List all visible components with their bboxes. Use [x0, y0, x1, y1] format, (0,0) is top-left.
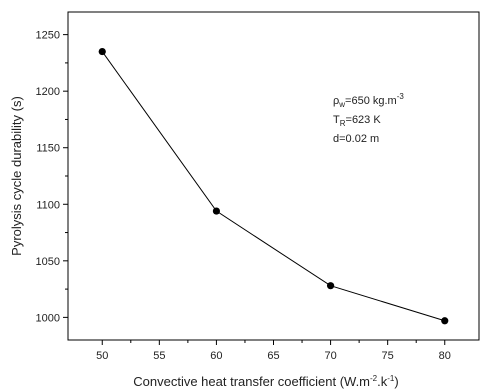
y-axis-title: Pyrolysis cycle durability (s)	[9, 96, 24, 256]
data-point	[326, 282, 335, 290]
y-tick-label: 1200	[36, 86, 60, 98]
x-tick-label: 50	[96, 350, 108, 362]
y-tick-label: 1000	[36, 312, 60, 324]
data-point	[98, 47, 106, 56]
annotation-diameter: d=0.02 m	[333, 133, 379, 145]
y-axis-ticks: 1000 1050 1100 1150 1200 1250	[36, 30, 68, 324]
x-tick-label: 75	[382, 350, 394, 362]
x-tick-label: 55	[153, 350, 165, 362]
data-point	[441, 317, 449, 325]
plot-frame	[67, 11, 480, 341]
x-tick-label: 60	[210, 350, 222, 362]
data-point	[212, 207, 221, 215]
y-tick-label: 1250	[36, 30, 60, 42]
annotation-density: ρw=650 kg.m-3	[333, 92, 404, 109]
parameter-annotation: ρw=650 kg.m-3 TR=623 K d=0.02 m	[333, 92, 404, 145]
series-layer	[98, 47, 449, 325]
x-axis-title: Convective heat transfer coefficient (W.…	[133, 374, 398, 389]
x-axis-ticks: 50 55 60 65 70 75 80	[96, 340, 451, 362]
x-tick-label: 80	[439, 350, 451, 362]
x-tick-label: 65	[267, 350, 279, 362]
y-tick-label: 1150	[36, 143, 60, 155]
y-tick-label: 1100	[36, 199, 60, 211]
y-tick-label: 1050	[36, 256, 60, 268]
series-line	[101, 51, 445, 322]
annotation-temperature: TR=623 K	[333, 114, 381, 128]
x-tick-label: 70	[324, 350, 336, 362]
